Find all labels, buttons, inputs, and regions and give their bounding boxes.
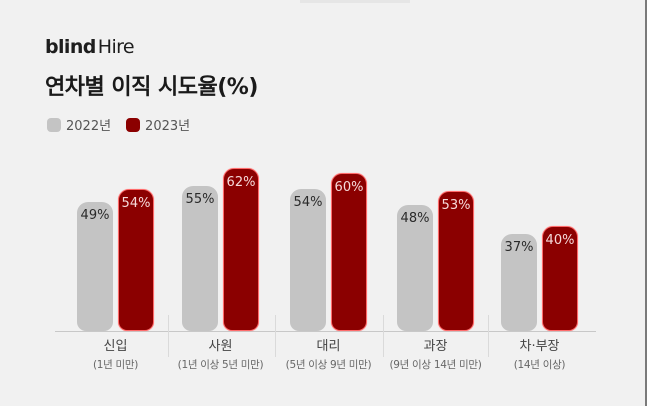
bar-value-label: 54% [293,195,323,210]
category-tenure-range: (1년 이상 5년 미만) [177,359,264,371]
category-name: 사원 [208,339,233,354]
bar-value-label: 48% [400,211,430,226]
legend-item-2023: 2023년 [126,115,190,134]
category-name: 과장 [423,339,448,354]
bar-value-label: 54% [121,196,151,211]
category-label: 사원 (1년 이상 5년 미만) [166,339,276,373]
bar-value-label: 53% [441,198,471,213]
category-separator [275,315,276,357]
bar-2023: 53% [438,191,474,331]
legend-swatch-2022 [47,117,61,132]
category-label: 과장 (9년 이상 14년 미만) [381,339,491,373]
category-label: 대리 (5년 이상 9년 미만) [274,339,384,373]
logo-blind-text: blind [45,36,96,58]
category-separator [168,315,169,357]
bar-value-label: 55% [185,192,215,207]
bar-value-label: 40% [545,233,575,248]
bar-2022: 48% [397,205,433,331]
legend-label-2022: 2022년 [66,119,112,134]
category-tenure-range: (14년 이상) [513,359,566,371]
category-tenure-range: (1년 미만) [92,359,139,371]
legend-swatch-2023 [126,117,141,132]
bar-2022: 55% [182,186,218,331]
right-edge-border [645,0,647,406]
logo-hire-text: Hire [97,36,135,58]
x-axis-baseline [55,331,596,332]
bar-value-label: 60% [334,180,364,195]
brand-logo: blind Hire [45,36,135,58]
bar-2022: 54% [290,189,326,331]
category-name: 차·부장 [519,339,560,354]
chart-title: 연차별 이직 시도율(%) [45,75,258,100]
bar-value-label: 49% [80,208,110,223]
bar-2022: 49% [77,202,113,331]
category-separator [488,315,489,357]
category-tenure-range: (5년 이상 9년 미만) [285,359,372,371]
bar-2023: 40% [542,226,578,331]
legend-item-2022: 2022년 [47,115,111,134]
top-edge-artifact [300,0,410,3]
category-name: 신입 [103,339,128,354]
bar-2023: 60% [331,173,367,331]
bar-2023: 54% [118,189,154,331]
category-separator [383,315,384,357]
chart-legend: 2022년 2023년 [47,115,205,134]
legend-label-2023: 2023년 [145,119,191,134]
bar-2023: 62% [223,168,259,331]
category-tenure-range: (9년 이상 14년 미만) [389,359,482,371]
category-name: 대리 [316,339,341,354]
bar-value-label: 37% [504,240,534,255]
bar-value-label: 62% [226,175,256,190]
bar-2022: 37% [501,234,537,331]
category-label: 차·부장 (14년 이상) [485,339,595,373]
category-label: 신입 (1년 미만) [61,339,171,373]
